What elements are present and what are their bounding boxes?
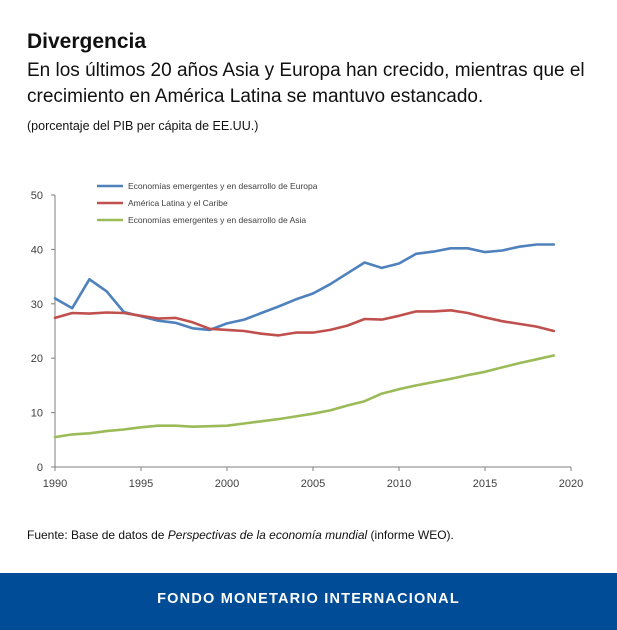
footer-organization: FONDO MONETARIO INTERNACIONAL [157, 591, 460, 607]
chart-legend: Economías emergentes y en desarrollo de … [97, 181, 318, 225]
x-tick-label: 1990 [43, 478, 67, 490]
y-tick-label: 40 [31, 244, 43, 256]
x-tick-label: 2020 [559, 478, 583, 490]
x-tick-label: 2005 [301, 478, 325, 490]
legend-label: Economías emergentes y en desarrollo de … [128, 215, 306, 225]
chart-subtitle: En los últimos 20 años Asia y Europa han… [27, 60, 585, 107]
unit-note: (porcentaje del PIB per cápita de EE.UU.… [27, 119, 259, 133]
source-suffix: (informe WEO). [367, 528, 454, 542]
y-tick-label: 10 [31, 408, 43, 420]
y-tick-label: 50 [31, 190, 43, 202]
chart-series-lines [53, 243, 556, 439]
source-note: Fuente: Base de datos de Perspectivas de… [27, 528, 454, 542]
legend-label: América Latina y el Caribe [128, 198, 228, 208]
x-tick-label: 2015 [473, 478, 497, 490]
chart-axes: 0 10 20 30 40 50 1990 1995 2000 2005 2010 2015 2020 [31, 190, 583, 490]
y-tick-label: 0 [37, 462, 43, 474]
chart-title: Divergencia [27, 30, 147, 53]
y-tick-label: 20 [31, 353, 43, 365]
legend-label: Economías emergentes y en desarrollo de … [128, 181, 318, 191]
series-line [53, 309, 556, 337]
series-line [53, 354, 556, 439]
y-tick-label: 30 [31, 299, 43, 311]
x-tick-label: 2010 [387, 478, 411, 490]
source-prefix: Fuente: Base de datos de [27, 528, 168, 542]
x-tick-label: 2000 [215, 478, 239, 490]
x-tick-label: 1995 [129, 478, 153, 490]
source-publication: Perspectivas de la economía mundial [167, 528, 368, 542]
footer-bar: FONDO MONETARIO INTERNACIONAL [0, 573, 617, 630]
